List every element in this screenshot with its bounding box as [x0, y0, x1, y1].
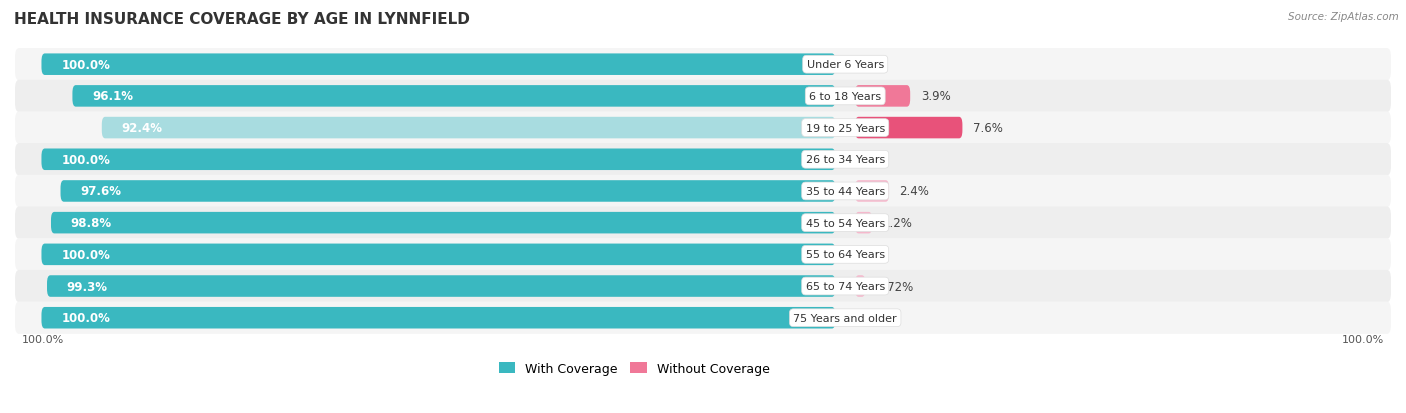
FancyBboxPatch shape [46, 275, 835, 297]
FancyBboxPatch shape [73, 86, 835, 107]
Text: HEALTH INSURANCE COVERAGE BY AGE IN LYNNFIELD: HEALTH INSURANCE COVERAGE BY AGE IN LYNN… [14, 12, 470, 27]
Text: 97.6%: 97.6% [80, 185, 121, 198]
Text: 100.0%: 100.0% [62, 248, 110, 261]
FancyBboxPatch shape [101, 118, 835, 139]
Text: 19 to 25 Years: 19 to 25 Years [806, 123, 884, 133]
Text: 7.6%: 7.6% [973, 122, 1002, 135]
Text: 96.1%: 96.1% [93, 90, 134, 103]
FancyBboxPatch shape [15, 49, 1391, 81]
FancyBboxPatch shape [855, 212, 872, 234]
Text: 75 Years and older: 75 Years and older [793, 313, 897, 323]
FancyBboxPatch shape [15, 207, 1391, 239]
Text: 26 to 34 Years: 26 to 34 Years [806, 155, 884, 165]
Text: 3.9%: 3.9% [921, 90, 950, 103]
Text: Under 6 Years: Under 6 Years [807, 60, 884, 70]
Text: 55 to 64 Years: 55 to 64 Years [806, 250, 884, 260]
FancyBboxPatch shape [41, 54, 835, 76]
FancyBboxPatch shape [15, 144, 1391, 176]
Text: 98.8%: 98.8% [70, 217, 112, 230]
FancyBboxPatch shape [15, 302, 1391, 334]
Text: 99.3%: 99.3% [67, 280, 108, 293]
FancyBboxPatch shape [15, 112, 1391, 145]
Text: 35 to 44 Years: 35 to 44 Years [806, 187, 884, 197]
Text: 100.0%: 100.0% [62, 311, 110, 325]
Text: 45 to 54 Years: 45 to 54 Years [806, 218, 884, 228]
FancyBboxPatch shape [15, 81, 1391, 113]
Text: 6 to 18 Years: 6 to 18 Years [810, 92, 882, 102]
Text: 100.0%: 100.0% [21, 334, 63, 344]
Text: 65 to 74 Years: 65 to 74 Years [806, 281, 884, 291]
Text: 0.72%: 0.72% [876, 280, 912, 293]
FancyBboxPatch shape [15, 176, 1391, 208]
Legend: With Coverage, Without Coverage: With Coverage, Without Coverage [494, 357, 775, 380]
FancyBboxPatch shape [51, 212, 835, 234]
Text: 2.4%: 2.4% [900, 185, 929, 198]
FancyBboxPatch shape [41, 307, 835, 329]
FancyBboxPatch shape [41, 149, 835, 171]
FancyBboxPatch shape [855, 86, 910, 107]
Text: 100.0%: 100.0% [1343, 334, 1385, 344]
Text: 100.0%: 100.0% [62, 59, 110, 71]
FancyBboxPatch shape [855, 275, 865, 297]
FancyBboxPatch shape [15, 270, 1391, 302]
FancyBboxPatch shape [60, 181, 835, 202]
FancyBboxPatch shape [855, 181, 889, 202]
FancyBboxPatch shape [41, 244, 835, 266]
Text: Source: ZipAtlas.com: Source: ZipAtlas.com [1288, 12, 1399, 22]
FancyBboxPatch shape [15, 239, 1391, 271]
FancyBboxPatch shape [855, 118, 963, 139]
Text: 92.4%: 92.4% [122, 122, 163, 135]
Text: 1.2%: 1.2% [883, 217, 912, 230]
Text: 100.0%: 100.0% [62, 153, 110, 166]
